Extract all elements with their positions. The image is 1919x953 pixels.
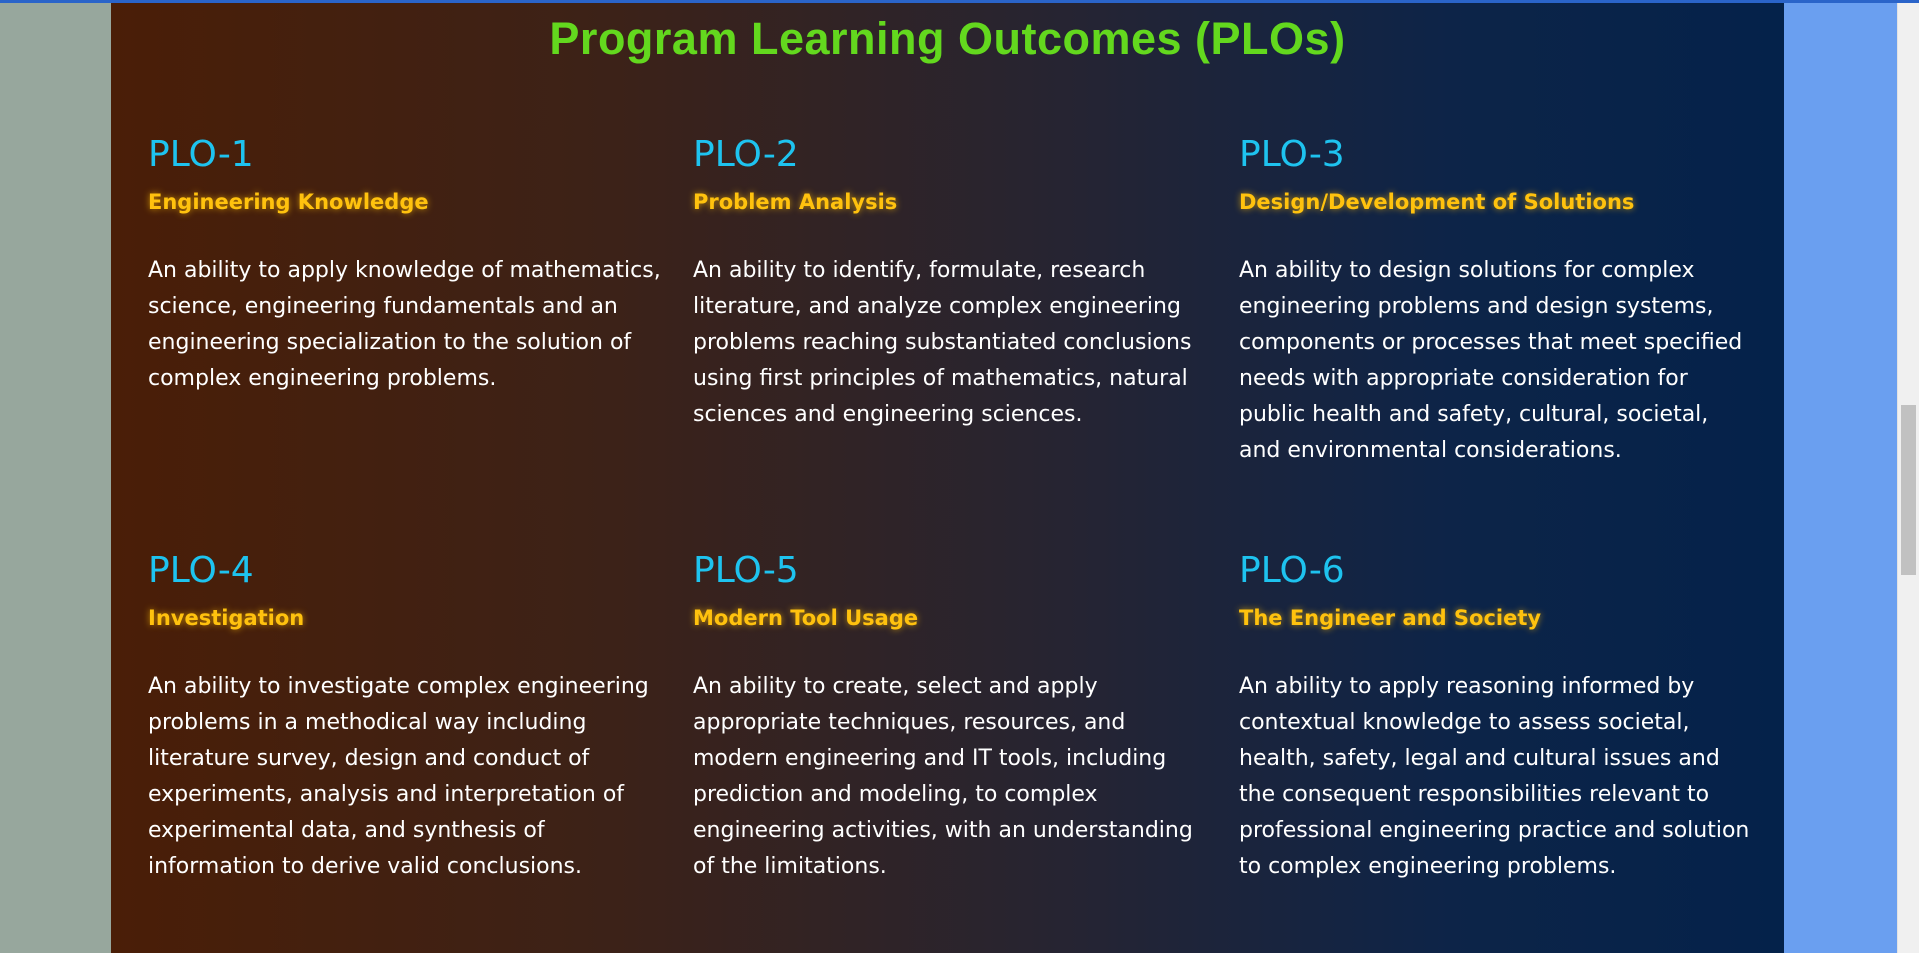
plo-code: PLO-3 xyxy=(1239,134,1345,175)
plo-card: PLO-5 Modern Tool Usage An ability to cr… xyxy=(693,549,1198,885)
plo-name: Investigation xyxy=(148,606,305,630)
plo-card: PLO-2 Problem Analysis An ability to ide… xyxy=(693,133,1198,433)
plo-code: PLO-2 xyxy=(693,134,799,175)
plo-card: PLO-4 Investigation An ability to invest… xyxy=(148,549,668,885)
plo-description: An ability to investigate complex engine… xyxy=(148,674,649,879)
plo-card: PLO-1 Engineering Knowledge An ability t… xyxy=(148,133,668,397)
browser-top-border xyxy=(0,0,1919,3)
plo-code: PLO-4 xyxy=(148,550,254,591)
plo-name: Engineering Knowledge xyxy=(148,190,429,214)
vertical-scrollbar[interactable] xyxy=(1897,3,1919,953)
plo-description: An ability to design solutions for compl… xyxy=(1239,258,1743,463)
plo-description: An ability to apply knowledge of mathema… xyxy=(148,258,661,391)
page-right-margin xyxy=(1784,3,1897,953)
plo-section: Program Learning Outcomes (PLOs) PLO-1 E… xyxy=(111,3,1784,953)
plo-description: An ability to apply reasoning informed b… xyxy=(1239,674,1750,879)
scrollbar-thumb[interactable] xyxy=(1901,405,1916,575)
plo-code: PLO-6 xyxy=(1239,550,1345,591)
plo-name: Design/Development of Solutions xyxy=(1239,190,1635,214)
plo-card: PLO-6 The Engineer and Society An abilit… xyxy=(1239,549,1754,885)
plo-description: An ability to create, select and apply a… xyxy=(693,674,1193,879)
plo-name: Problem Analysis xyxy=(693,190,898,214)
plo-card: PLO-3 Design/Development of Solutions An… xyxy=(1239,133,1754,469)
plo-code: PLO-5 xyxy=(693,550,799,591)
page-left-margin xyxy=(0,3,111,953)
plo-description: An ability to identify, formulate, resea… xyxy=(693,258,1192,427)
plo-name: Modern Tool Usage xyxy=(693,606,919,630)
plo-code: PLO-1 xyxy=(148,134,254,175)
plo-name: The Engineer and Society xyxy=(1239,606,1542,630)
page-title: Program Learning Outcomes (PLOs) xyxy=(549,13,1346,64)
